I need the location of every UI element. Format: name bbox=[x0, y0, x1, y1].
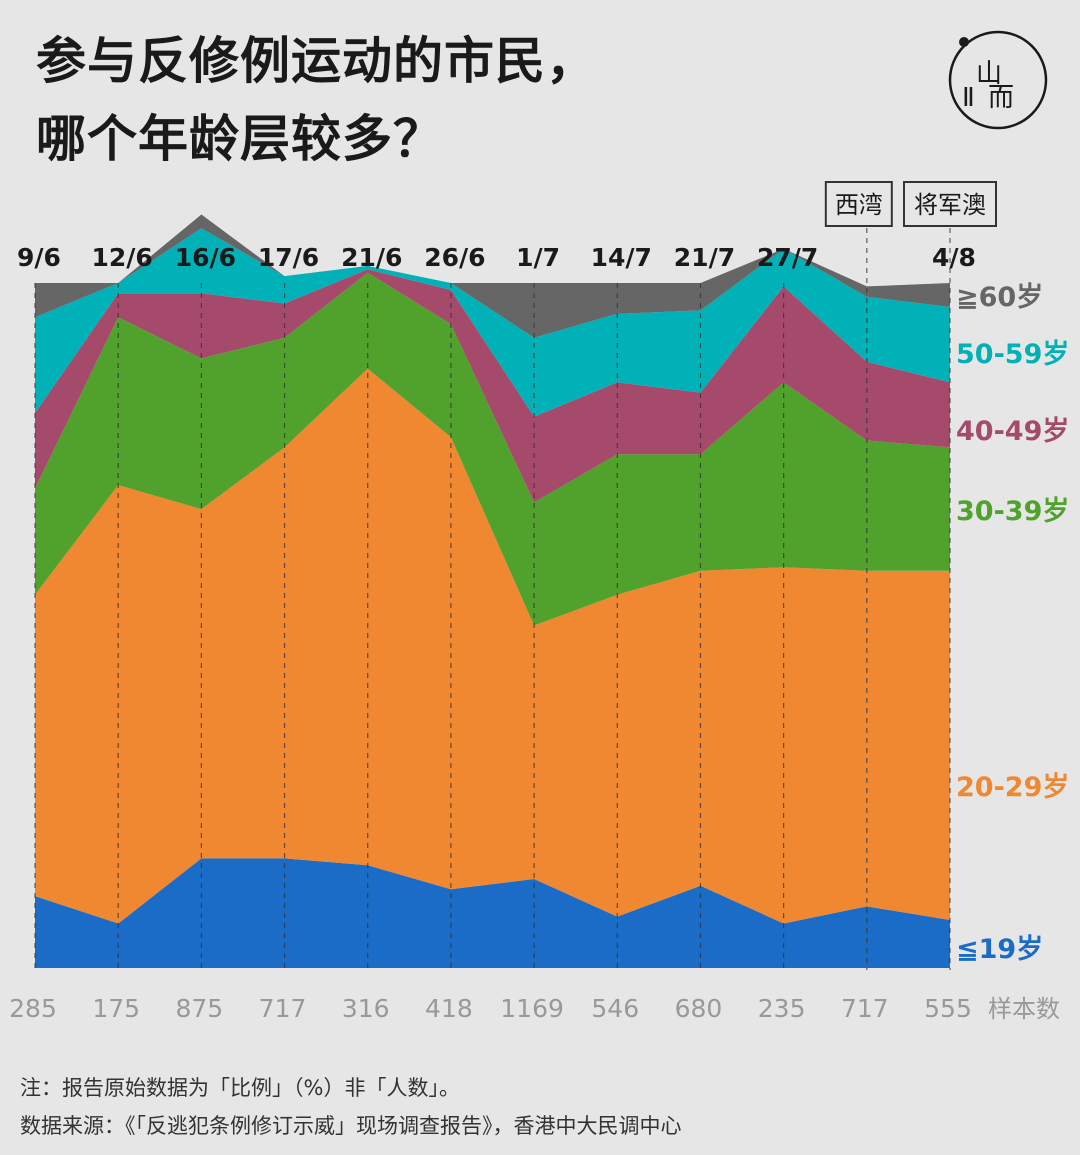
event-box-西湾 bbox=[824, 181, 893, 227]
sample-size-9: 235 bbox=[758, 994, 806, 1023]
title-line-2: 哪个年龄层较多？ bbox=[36, 110, 444, 168]
sample-size-5: 418 bbox=[425, 994, 473, 1023]
sample-label: 样本数 bbox=[988, 995, 1060, 1023]
stacked-area-chart: 9/6 12/6 16/6 17/6 21/6 26/6 1/7 14/7 21/7 27/7 4/… bbox=[9, 181, 1069, 1023]
x-tick-9/6: 9/6 bbox=[17, 243, 61, 272]
area-≦19岁 bbox=[35, 858, 950, 968]
legend-30-39岁: 30-39岁 bbox=[956, 496, 1069, 527]
x-tick-1/7: 1/7 bbox=[516, 243, 560, 272]
sample-size-10: 717 bbox=[841, 994, 889, 1023]
sample-size-1: 175 bbox=[92, 994, 140, 1023]
x-tick-17/6: 17/6 bbox=[258, 243, 319, 272]
legend-20-29岁: 20-29岁 bbox=[956, 772, 1069, 803]
x-tick-16/6: 16/6 bbox=[175, 243, 236, 272]
x-tick-21/6: 21/6 bbox=[341, 243, 402, 272]
brand-logo: 山 Ⅱ 而 bbox=[948, 30, 1048, 130]
area-40-49岁 bbox=[35, 269, 950, 503]
x-tick-26/6: 26/6 bbox=[424, 243, 485, 272]
sample-size-6: 1169 bbox=[500, 994, 564, 1023]
sample-size-4: 316 bbox=[342, 994, 390, 1023]
legend-50-59岁: 50-59岁 bbox=[956, 339, 1069, 370]
sample-size-2: 875 bbox=[176, 994, 224, 1023]
svg-text:Ⅱ: Ⅱ bbox=[962, 83, 975, 113]
x-tick-12/6: 12/6 bbox=[92, 243, 153, 272]
sample-size-0: 285 bbox=[9, 994, 57, 1023]
logo-char-1: 山 bbox=[976, 59, 1002, 89]
x-tick-4/8: 4/8 bbox=[932, 243, 976, 272]
x-tick-21/7: 21/7 bbox=[674, 243, 735, 272]
logo-char-2: 而 bbox=[988, 83, 1014, 113]
sample-size-8: 680 bbox=[675, 994, 723, 1023]
area-30-39岁 bbox=[35, 272, 950, 626]
x-tick-27/7: 27/7 bbox=[757, 243, 818, 272]
chart-title: 参与反修例运动的市民， 哪个年龄层较多？ bbox=[36, 22, 597, 178]
area-50-59岁 bbox=[35, 228, 950, 417]
sample-size-3: 717 bbox=[259, 994, 307, 1023]
note-text: 注：报告原始数据为「比例」（%）非「人数」。 bbox=[20, 1076, 460, 1100]
sample-size-11: 555 bbox=[924, 994, 972, 1023]
area-20-29岁 bbox=[35, 368, 950, 924]
event-box-将军澳 bbox=[903, 181, 997, 227]
event-label-西湾: 西湾 bbox=[835, 191, 883, 219]
legend-40-49岁: 40-49岁 bbox=[956, 416, 1069, 447]
title-line-1: 参与反修例运动的市民， bbox=[36, 32, 597, 90]
event-label-将军澳: 将军澳 bbox=[914, 191, 986, 219]
legend-≦19岁: ≦19岁 bbox=[956, 934, 1043, 965]
sample-size-7: 546 bbox=[591, 994, 639, 1023]
legend-≧60岁: ≧60岁 bbox=[956, 282, 1043, 313]
source-text: 数据来源：《「反逃犯条例修订示威」现场调查报告》，香港中大民调中心 bbox=[20, 1114, 682, 1138]
x-tick-14/7: 14/7 bbox=[591, 243, 652, 272]
